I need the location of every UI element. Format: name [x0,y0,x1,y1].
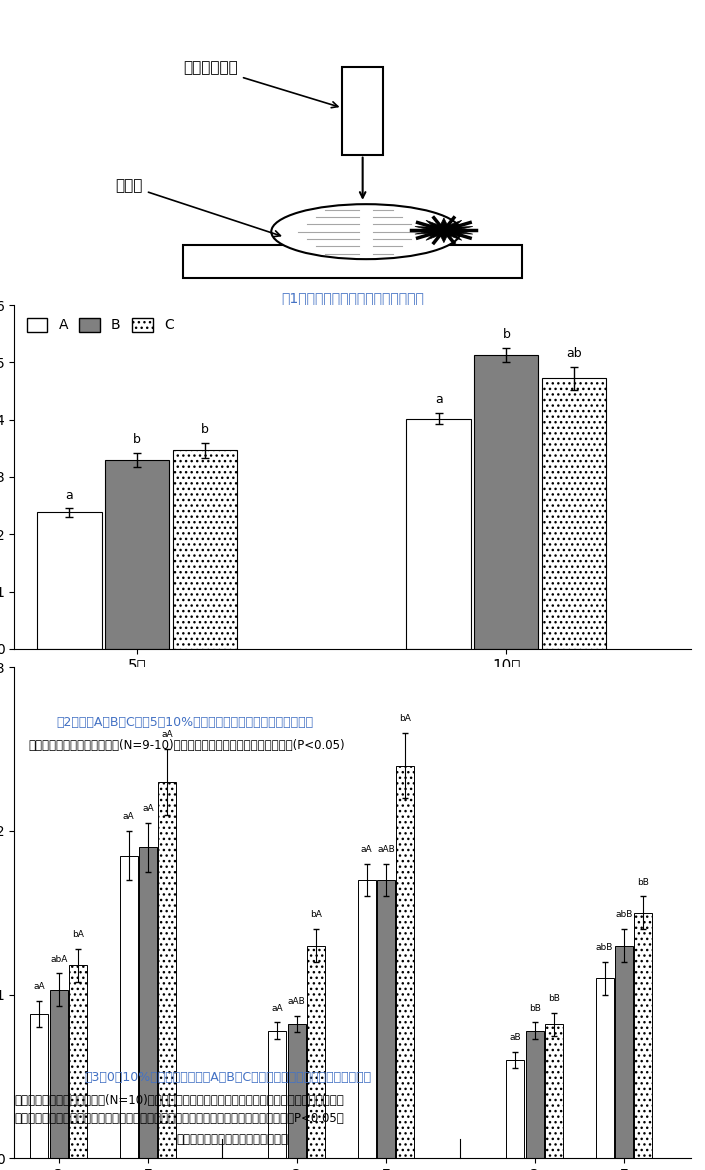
Text: 図2　品種A、B、C、を5、10%にひずませるのに必要な圧力の違い: 図2 品種A、B、C、を5、10%にひずませるのに必要な圧力の違い [56,716,314,729]
Bar [307,945,325,1158]
Text: 図3　0～10%にひずませた品種A、B、Cにおけるイチゴ貯蔵中の質量減少率: 図3 0～10%にひずませた品種A、B、Cにおけるイチゴ貯蔵中の質量減少率 [85,1071,372,1083]
Bar [183,246,522,278]
Bar [173,450,237,649]
Bar [30,1014,48,1158]
Text: る有意差を示し、英数大文字は同損傷区・貯蔵日区内の品種間における有意差を示す　（P<0.05）: る有意差を示し、英数大文字は同損傷区・貯蔵日区内の品種間における有意差を示す （… [14,1112,344,1124]
Text: （杉野直輝、渡邉高志、北澤裕明）: （杉野直輝、渡邉高志、北澤裕明） [176,1133,288,1145]
Text: a: a [435,393,443,406]
Bar [634,913,652,1158]
Text: 図1　万能試験機の圧縮操作イメージ: 図1 万能試験機の圧縮操作イメージ [281,291,424,304]
Bar [120,855,137,1158]
Text: aAB: aAB [288,997,305,1006]
Text: aAB: aAB [377,845,395,854]
Bar [596,978,613,1158]
Text: aB: aB [510,1033,521,1042]
Bar [542,378,606,649]
Text: プランジャー: プランジャー [183,60,338,108]
Text: bB: bB [529,1004,541,1013]
Text: abA: abA [50,955,68,964]
Legend: A, B, C: A, B, C [21,312,179,338]
Polygon shape [415,218,473,242]
Bar [269,1031,286,1158]
Bar [474,355,539,649]
Text: bA: bA [310,910,322,920]
Text: bA: bA [72,930,84,940]
Text: エラーバーは標準誤差を示す(N=9-10)　バー上の英数小文字は有意差を示す(P<0.05): エラーバーは標準誤差を示す(N=9-10) バー上の英数小文字は有意差を示す(P… [28,739,345,752]
Text: b: b [133,433,141,446]
Text: aA: aA [161,730,173,739]
Text: aA: aA [142,804,154,813]
Ellipse shape [271,204,461,259]
Text: エラーバーは標準誤差を示す(N=10)バー上の英数小文字は同品種・貯蔵日区内の損傷区間における: エラーバーは標準誤差を示す(N=10)バー上の英数小文字は同品種・貯蔵日区内の損… [14,1094,344,1107]
Text: aA: aA [271,1004,283,1013]
Bar [37,512,102,649]
Bar [377,880,395,1158]
Bar [357,880,376,1158]
Text: b: b [503,328,510,340]
Text: bB: bB [637,878,649,887]
Text: a: a [66,489,73,502]
Bar [407,419,471,649]
Text: ab: ab [566,347,582,360]
Bar [343,67,383,154]
Bar [69,965,87,1158]
Text: abB: abB [615,910,632,920]
Bar [50,990,68,1158]
Bar [159,782,176,1158]
Text: bB: bB [548,993,560,1003]
Text: bA: bA [399,714,411,723]
Text: aA: aA [361,845,372,854]
Bar [288,1024,305,1158]
Bar [545,1024,563,1158]
Bar [139,847,157,1158]
Text: aA: aA [34,983,45,991]
Text: aA: aA [123,812,135,821]
Bar [396,765,415,1158]
Text: b: b [201,422,209,435]
Bar [615,945,633,1158]
Bar [105,460,169,649]
Text: イチゴ: イチゴ [116,178,281,236]
Bar [506,1060,525,1158]
Bar [526,1031,544,1158]
Text: abB: abB [596,943,613,952]
